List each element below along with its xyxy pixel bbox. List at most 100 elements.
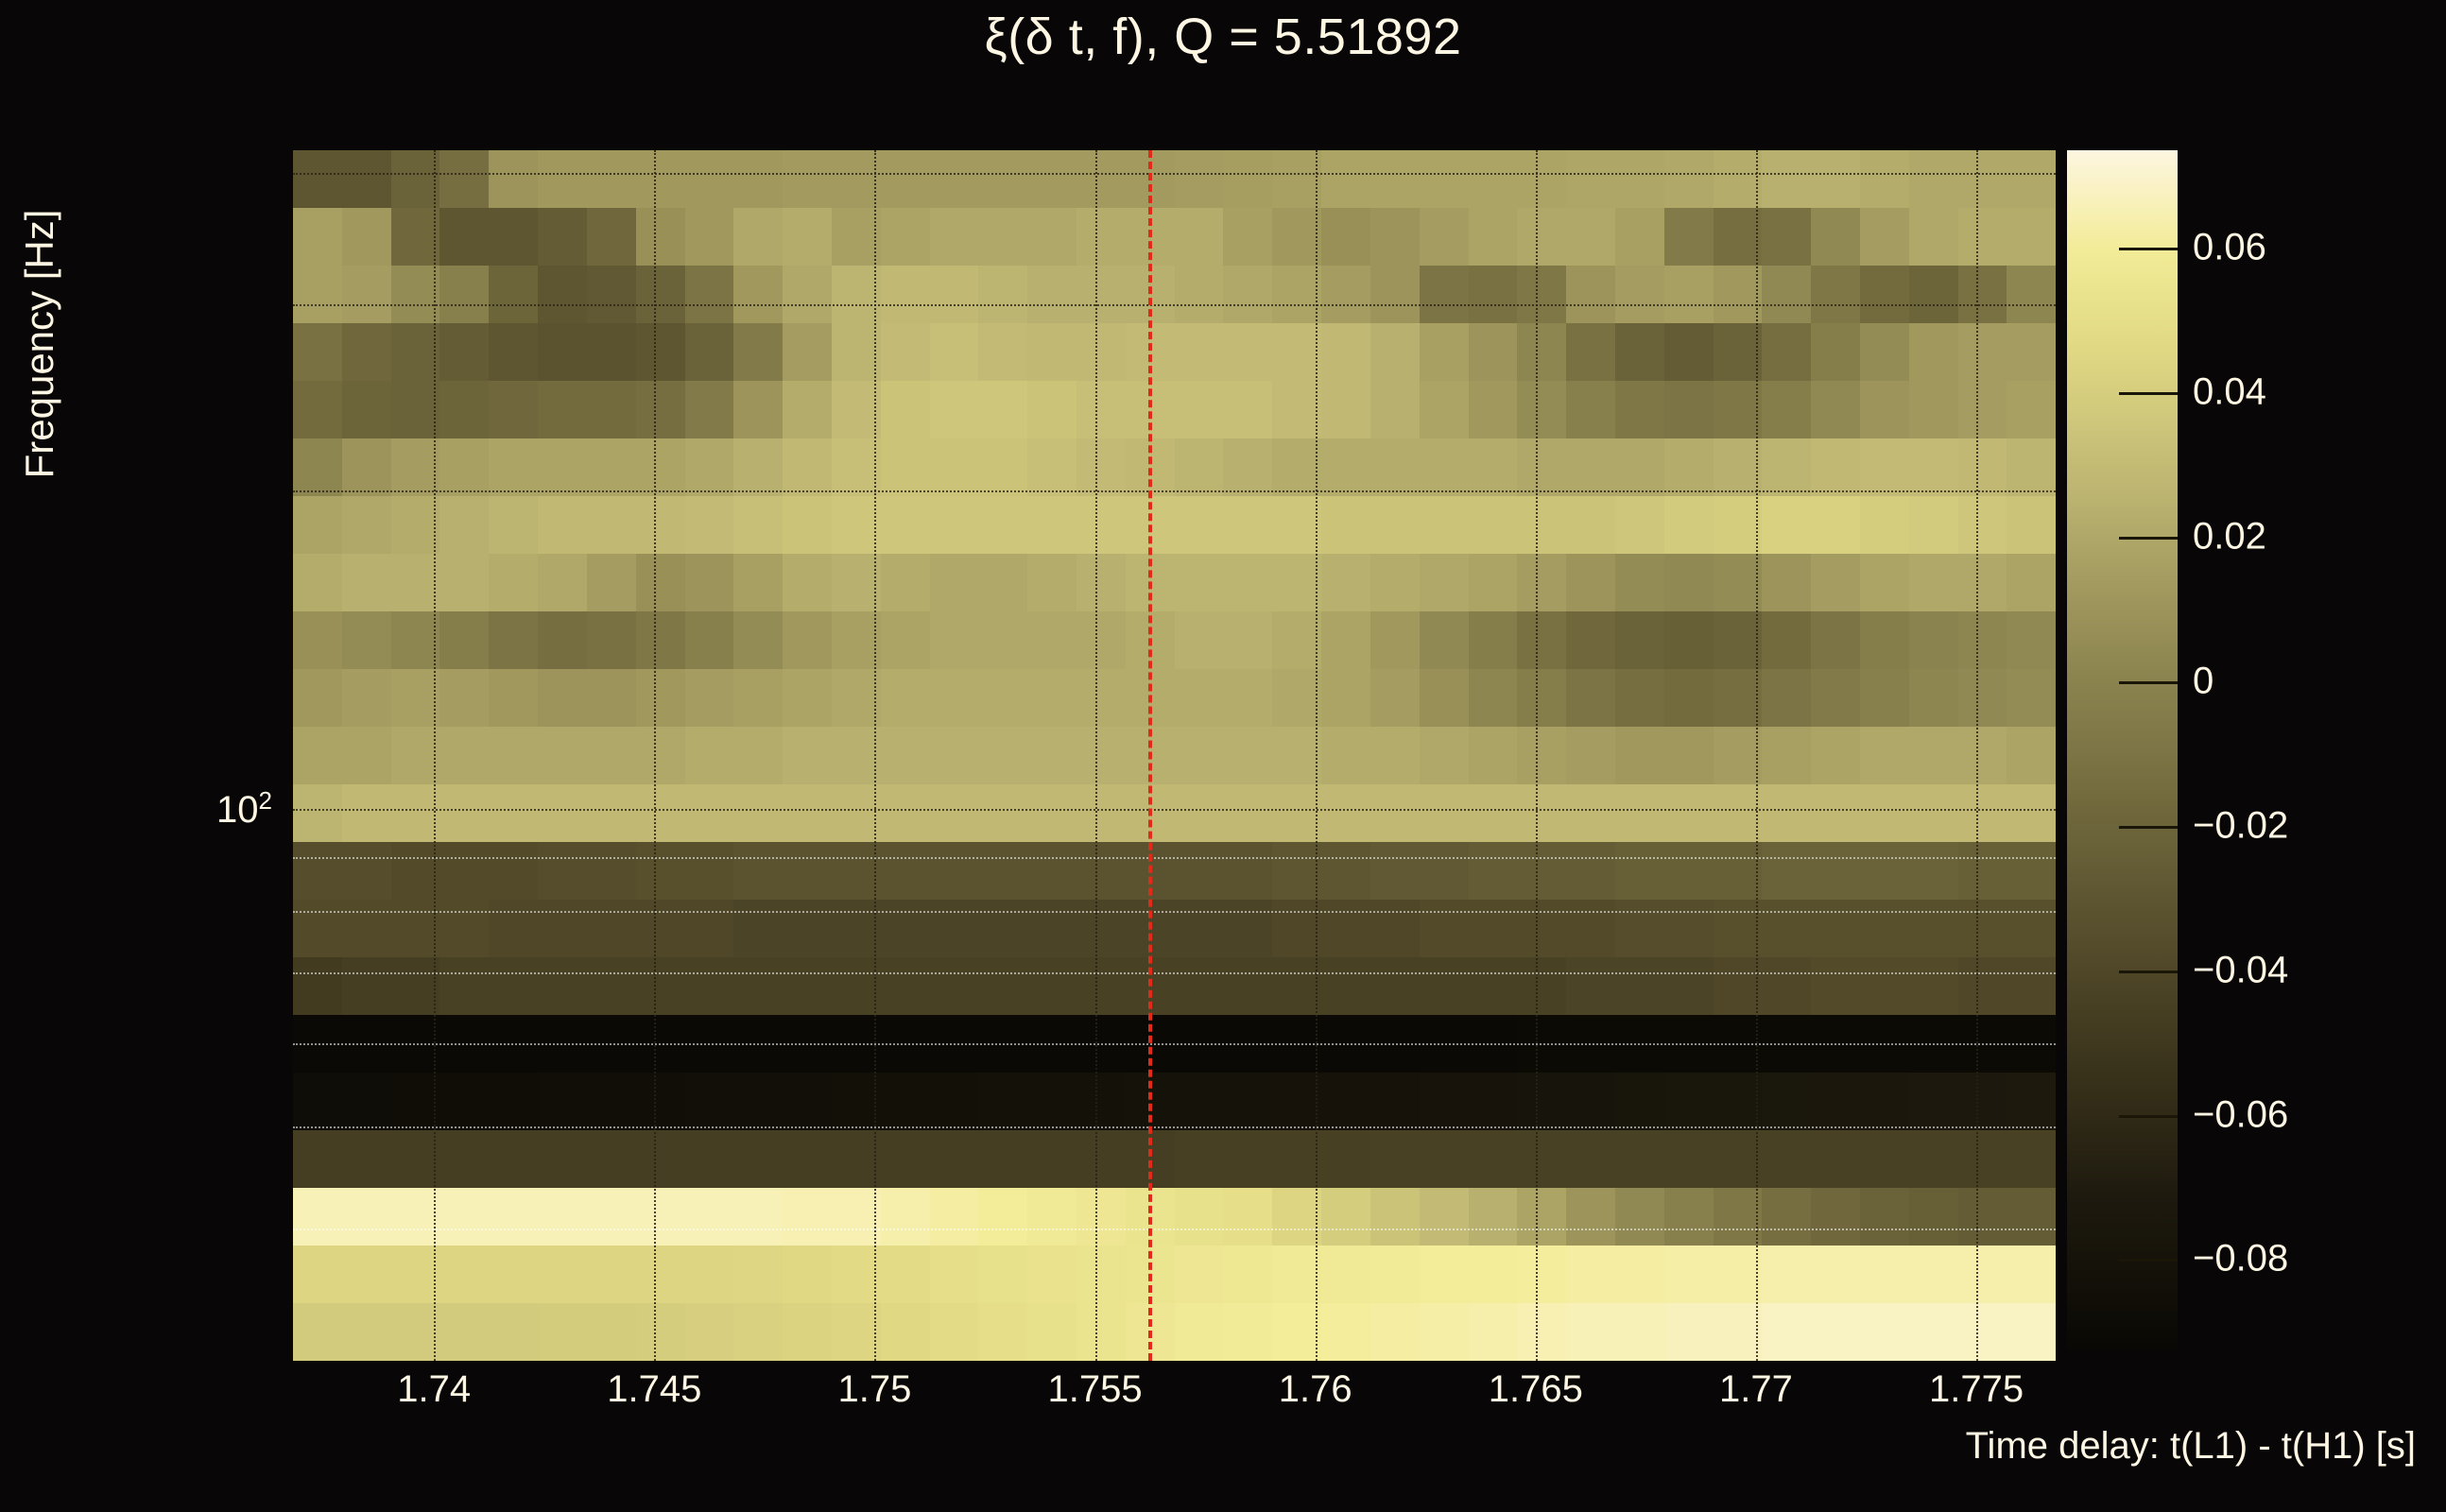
heatmap-cell [1908,438,1958,496]
heatmap-cell [1860,266,1909,323]
heatmap-cell [831,669,881,727]
heatmap-cell [1369,1188,1420,1246]
heatmap-cell [635,842,685,900]
heatmap-cell [1468,842,1518,900]
heatmap-cell [635,496,685,554]
heatmap-cell [1811,1073,1860,1130]
x-axis-tick-label: 1.765 [1488,1368,1583,1410]
heatmap-cell [831,1188,881,1246]
heatmap-cell [1908,381,1958,438]
heatmap-cell [1860,1188,1909,1246]
heatmap-cell [880,611,930,669]
heatmap-cell [586,1073,636,1130]
heatmap-cell [341,496,391,554]
heatmap-cell [1468,669,1518,727]
heatmap-cell [1517,900,1567,957]
heatmap-cell [1369,381,1420,438]
heatmap-cell [439,150,490,208]
heatmap-cell [880,381,930,438]
heatmap-cell [1027,1303,1077,1361]
heatmap-cell [1468,1188,1518,1246]
heatmap-cell [831,496,881,554]
heatmap-cell [1174,669,1224,727]
heatmap-cell [1713,381,1763,438]
heatmap-cell [489,381,539,438]
heatmap-cell [1957,554,2007,611]
heatmap-cell [978,496,1028,554]
heatmap-cell [1614,784,1664,842]
heatmap-cell [538,1188,587,1246]
heatmap-cell [1957,208,2007,266]
heatmap-cell [1174,1015,1224,1073]
heatmap-cell [1077,323,1126,381]
heatmap-cell [1957,1130,2007,1188]
heatmap-cell [341,842,391,900]
heatmap-cell [1321,611,1370,669]
heatmap-cell [439,438,490,496]
heatmap-cell [586,381,636,438]
heatmap-cell [1321,727,1370,784]
heatmap-cell [880,1130,930,1188]
heatmap-cell [880,784,930,842]
heatmap-cell [1517,1188,1567,1246]
heatmap-cell [1174,381,1224,438]
heatmap-cell [2007,381,2056,438]
heatmap-cell [538,208,587,266]
heatmap-cell [1517,1073,1567,1130]
heatmap-cell [1369,150,1420,208]
heatmap-cell [1713,1130,1763,1188]
heatmap-row [293,900,2056,957]
heatmap-cell [293,323,342,381]
heatmap-cell [929,1015,979,1073]
heatmap-cell [880,1073,930,1130]
heatmap-cell [1811,957,1860,1015]
heatmap-cell [1663,266,1714,323]
heatmap-cell [293,611,342,669]
heatmap-cell [489,842,539,900]
heatmap-cell [293,1246,342,1303]
heatmap-cell [635,1188,685,1246]
heatmap-cell [1272,669,1322,727]
heatmap-cell [978,669,1028,727]
heatmap-cell [1517,1130,1567,1188]
heatmap-cell [390,957,440,1015]
heatmap-cell [1517,842,1567,900]
heatmap-plot-area[interactable] [293,150,2056,1361]
heatmap-cell [1223,323,1273,381]
heatmap-cell [1762,842,1812,900]
heatmap-cell [489,1073,539,1130]
heatmap-cell [1321,1130,1370,1188]
heatmap-cell [733,727,784,784]
colorbar-gradient [2067,150,2178,1349]
heatmap-cell [1860,554,1909,611]
heatmap-cell [1468,208,1518,266]
heatmap-cell [1517,1246,1567,1303]
heatmap-cell [783,1015,832,1073]
heatmap-cell [293,438,342,496]
heatmap-cell [1860,784,1909,842]
heatmap-cell [1272,957,1322,1015]
heatmap-cell [489,669,539,727]
heatmap-cell [978,438,1028,496]
heatmap-cell [1566,784,1615,842]
heatmap-cell [1321,150,1370,208]
heatmap-cell [1811,496,1860,554]
heatmap-cell [439,554,490,611]
heatmap-cell [733,150,784,208]
heatmap-cell [1321,381,1370,438]
heatmap-cell [880,150,930,208]
heatmap-cell [1811,381,1860,438]
heatmap-cell [831,208,881,266]
heatmap-cell [1321,1015,1370,1073]
heatmap-cell [1272,611,1322,669]
heatmap-cell [1614,496,1664,554]
heatmap-cell [489,150,539,208]
heatmap-cell [1860,900,1909,957]
heatmap-cell [538,381,587,438]
heatmap-cell [880,1015,930,1073]
heatmap-cell [1077,784,1126,842]
heatmap-cell [1811,1015,1860,1073]
heatmap-cell [390,208,440,266]
heatmap-cell [1566,1015,1615,1073]
x-axis-tick-label: 1.74 [397,1368,472,1410]
